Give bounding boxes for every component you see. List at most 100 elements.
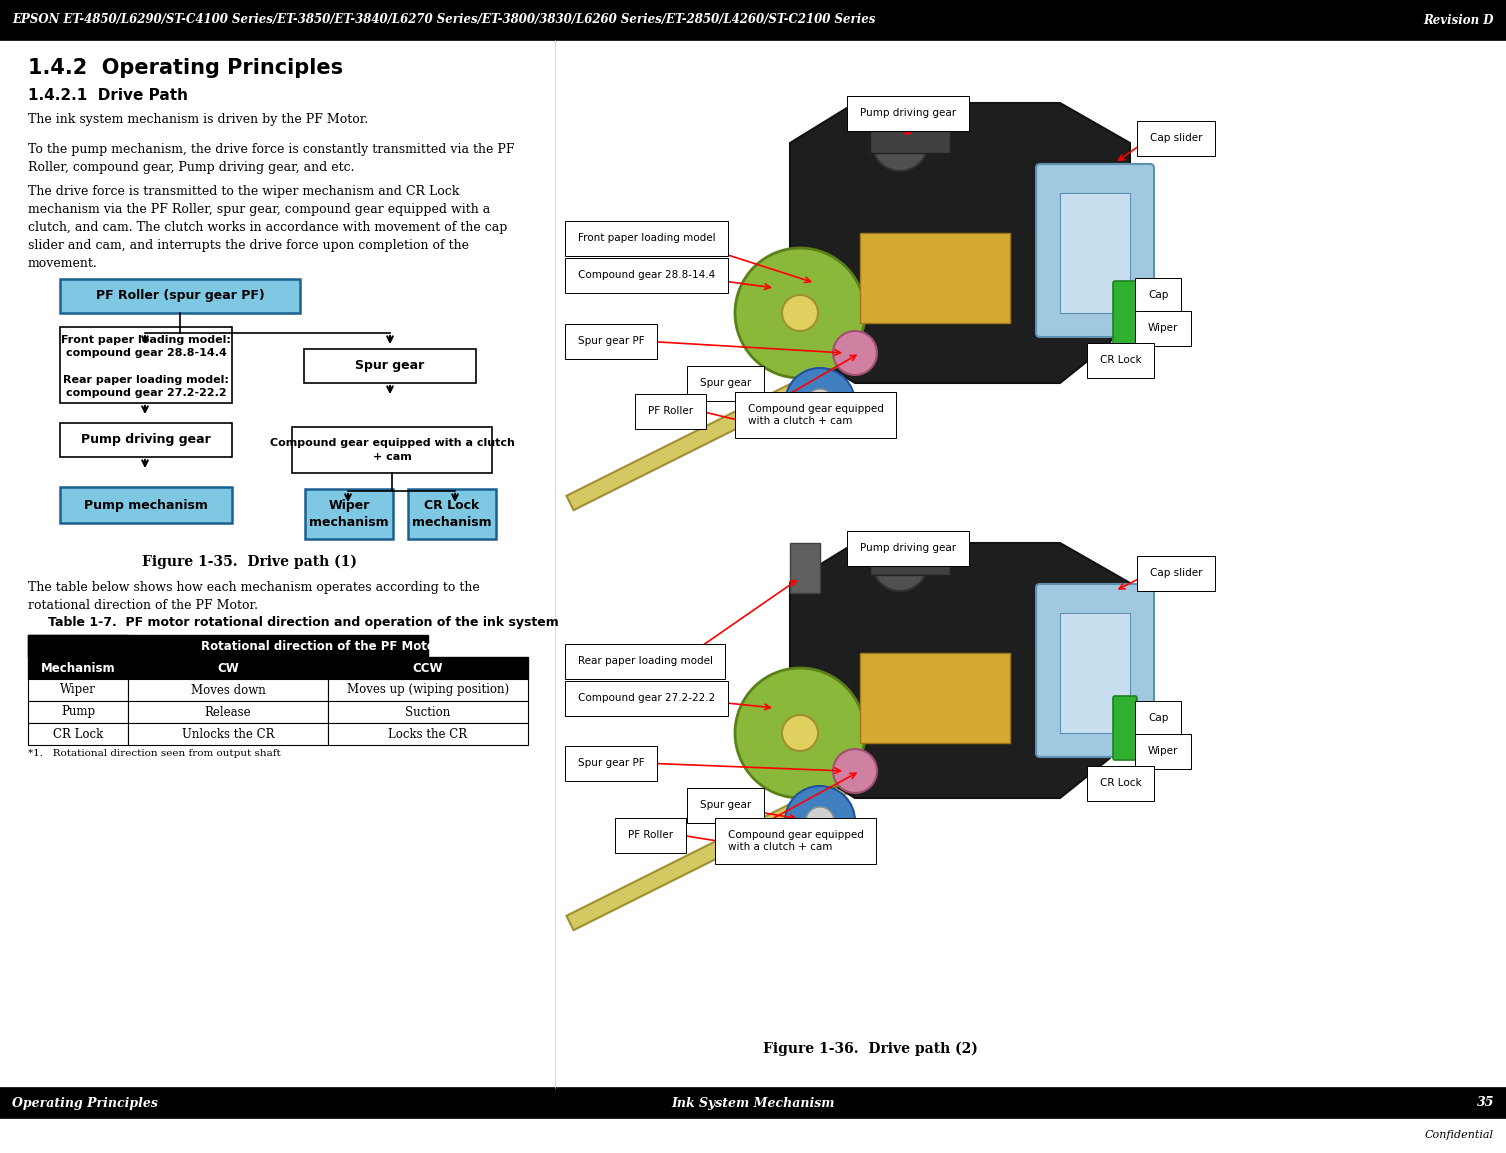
FancyBboxPatch shape — [128, 657, 328, 679]
Text: The table below shows how each mechanism operates according to the
rotational di: The table below shows how each mechanism… — [29, 581, 480, 612]
FancyBboxPatch shape — [1060, 613, 1130, 733]
Text: Compound gear equipped with a clutch
+ cam: Compound gear equipped with a clutch + c… — [270, 438, 515, 461]
Text: Operating Principles: Operating Principles — [12, 1097, 158, 1109]
FancyBboxPatch shape — [1060, 193, 1130, 312]
Text: Wiper: Wiper — [1148, 746, 1178, 756]
FancyBboxPatch shape — [29, 723, 128, 745]
Circle shape — [872, 115, 928, 171]
FancyBboxPatch shape — [60, 423, 232, 457]
Text: CR Lock: CR Lock — [53, 728, 102, 740]
Text: Spur gear: Spur gear — [355, 360, 425, 372]
Circle shape — [735, 668, 864, 798]
Text: Pump driving gear: Pump driving gear — [81, 434, 211, 446]
FancyBboxPatch shape — [1036, 164, 1154, 337]
Polygon shape — [566, 276, 1014, 510]
Text: 35: 35 — [1476, 1097, 1494, 1109]
Circle shape — [735, 248, 864, 378]
FancyBboxPatch shape — [29, 635, 428, 657]
Text: Cap: Cap — [1148, 713, 1169, 723]
FancyBboxPatch shape — [860, 653, 1011, 743]
Text: Rear paper loading model: Rear paper loading model — [578, 656, 712, 666]
FancyBboxPatch shape — [560, 573, 1500, 1063]
Polygon shape — [791, 103, 1130, 383]
FancyBboxPatch shape — [870, 535, 950, 575]
FancyBboxPatch shape — [292, 427, 492, 473]
Text: PF Roller: PF Roller — [628, 830, 673, 841]
Text: 1.4.2.1  Drive Path: 1.4.2.1 Drive Path — [29, 88, 188, 103]
Text: Locks the CR: Locks the CR — [389, 728, 467, 740]
Text: Moves up (wiping position): Moves up (wiping position) — [346, 684, 509, 696]
FancyBboxPatch shape — [328, 679, 529, 701]
Circle shape — [872, 535, 928, 591]
Text: Spur gear PF: Spur gear PF — [578, 758, 645, 768]
Text: Figure 1-36.  Drive path (2): Figure 1-36. Drive path (2) — [762, 1041, 977, 1056]
Text: To the pump mechanism, the drive force is constantly transmitted via the PF
Roll: To the pump mechanism, the drive force i… — [29, 143, 515, 174]
Text: The ink system mechanism is driven by the PF Motor.: The ink system mechanism is driven by th… — [29, 113, 369, 126]
FancyBboxPatch shape — [1113, 281, 1137, 345]
Text: Compound gear equipped
with a clutch + cam: Compound gear equipped with a clutch + c… — [727, 830, 864, 852]
FancyBboxPatch shape — [29, 635, 128, 679]
Text: Spur gear: Spur gear — [700, 378, 751, 389]
Text: PF Roller (spur gear PF): PF Roller (spur gear PF) — [95, 289, 265, 302]
Text: Wiper
mechanism: Wiper mechanism — [309, 499, 389, 529]
Circle shape — [782, 295, 818, 331]
Text: CR Lock
mechanism: CR Lock mechanism — [413, 499, 492, 529]
Polygon shape — [791, 543, 1130, 798]
FancyBboxPatch shape — [128, 723, 328, 745]
Text: Unlocks the CR: Unlocks the CR — [182, 728, 274, 740]
Text: The drive force is transmitted to the wiper mechanism and CR Lock
mechanism via : The drive force is transmitted to the wi… — [29, 184, 508, 270]
Text: Confidential: Confidential — [1425, 1130, 1494, 1140]
Circle shape — [785, 786, 855, 856]
FancyBboxPatch shape — [0, 1088, 1506, 1118]
Text: CW: CW — [217, 662, 239, 675]
FancyBboxPatch shape — [304, 349, 476, 383]
Text: CR Lock: CR Lock — [1099, 778, 1142, 787]
Text: Compound gear 27.2-22.2: Compound gear 27.2-22.2 — [578, 693, 715, 703]
Text: Cap slider: Cap slider — [1151, 133, 1202, 143]
FancyBboxPatch shape — [870, 113, 950, 153]
Text: Front paper loading model:
compound gear 28.8-14.4: Front paper loading model: compound gear… — [62, 336, 230, 359]
FancyBboxPatch shape — [328, 657, 529, 679]
FancyBboxPatch shape — [560, 43, 1500, 563]
FancyBboxPatch shape — [408, 489, 495, 538]
Text: CR Lock: CR Lock — [1099, 355, 1142, 366]
Text: Revision D: Revision D — [1423, 14, 1494, 27]
Text: Figure 1-35.  Drive path (1): Figure 1-35. Drive path (1) — [143, 555, 357, 570]
FancyBboxPatch shape — [1036, 585, 1154, 758]
Text: Suction: Suction — [405, 706, 450, 718]
Text: CCW: CCW — [413, 662, 443, 675]
Text: Release: Release — [205, 706, 252, 718]
Text: Spur gear PF: Spur gear PF — [578, 336, 645, 346]
Text: Ink System Mechanism: Ink System Mechanism — [672, 1097, 834, 1109]
FancyBboxPatch shape — [791, 543, 819, 593]
FancyBboxPatch shape — [860, 233, 1011, 323]
Text: Pump: Pump — [60, 706, 95, 718]
Text: Pump mechanism: Pump mechanism — [84, 498, 208, 512]
Text: Cap: Cap — [1148, 291, 1169, 300]
FancyBboxPatch shape — [60, 327, 232, 404]
Text: Table 1-7.  PF motor rotational direction and operation of the ink system: Table 1-7. PF motor rotational direction… — [48, 616, 559, 630]
FancyBboxPatch shape — [306, 489, 393, 538]
FancyBboxPatch shape — [1113, 696, 1137, 760]
FancyBboxPatch shape — [0, 0, 1506, 40]
Text: Cap slider: Cap slider — [1151, 568, 1202, 578]
Text: Pump driving gear: Pump driving gear — [860, 108, 956, 118]
Text: Pump driving gear: Pump driving gear — [860, 543, 956, 553]
Text: PF Roller: PF Roller — [648, 406, 693, 416]
Text: 1.4.2  Operating Principles: 1.4.2 Operating Principles — [29, 58, 343, 78]
Text: Rotational direction of the PF Motor*1: Rotational direction of the PF Motor*1 — [200, 640, 455, 653]
FancyBboxPatch shape — [128, 679, 328, 701]
Text: Compound gear equipped
with a clutch + cam: Compound gear equipped with a clutch + c… — [748, 405, 884, 425]
Text: Front paper loading model: Front paper loading model — [578, 233, 715, 243]
Circle shape — [833, 331, 876, 375]
FancyBboxPatch shape — [60, 487, 232, 523]
FancyBboxPatch shape — [29, 701, 128, 723]
Circle shape — [806, 807, 834, 835]
Circle shape — [782, 715, 818, 751]
Text: EPSON ET-4850/L6290/ST-C4100 Series/ET-3850/ET-3840/L6270 Series/ET-3800/3830/L6: EPSON ET-4850/L6290/ST-C4100 Series/ET-3… — [12, 14, 875, 27]
Text: Wiper: Wiper — [60, 684, 96, 696]
Circle shape — [833, 749, 876, 793]
Text: Wiper: Wiper — [1148, 323, 1178, 333]
FancyBboxPatch shape — [328, 723, 529, 745]
FancyBboxPatch shape — [128, 701, 328, 723]
